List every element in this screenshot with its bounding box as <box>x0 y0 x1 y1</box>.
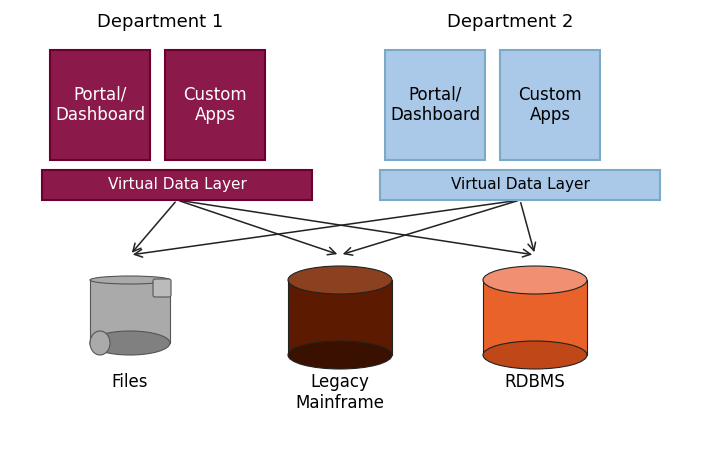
FancyBboxPatch shape <box>380 170 660 200</box>
FancyBboxPatch shape <box>153 279 171 297</box>
FancyBboxPatch shape <box>500 50 600 160</box>
Ellipse shape <box>90 331 170 355</box>
FancyBboxPatch shape <box>165 50 265 160</box>
Polygon shape <box>288 280 392 355</box>
Text: Custom
Apps: Custom Apps <box>183 86 247 125</box>
Ellipse shape <box>90 331 110 355</box>
Text: Portal/
Dashboard: Portal/ Dashboard <box>390 86 480 125</box>
FancyBboxPatch shape <box>50 50 150 160</box>
Ellipse shape <box>483 266 587 294</box>
FancyBboxPatch shape <box>385 50 485 160</box>
Text: Department 1: Department 1 <box>97 13 223 31</box>
Ellipse shape <box>288 266 392 294</box>
Text: Custom
Apps: Custom Apps <box>518 86 582 125</box>
FancyBboxPatch shape <box>42 170 312 200</box>
Text: Legacy
Mainframe: Legacy Mainframe <box>296 373 385 412</box>
Polygon shape <box>483 280 587 355</box>
Text: Files: Files <box>112 373 148 391</box>
Polygon shape <box>90 280 170 343</box>
Ellipse shape <box>288 341 392 369</box>
Text: Portal/
Dashboard: Portal/ Dashboard <box>55 86 145 125</box>
Ellipse shape <box>90 276 170 284</box>
Text: Department 2: Department 2 <box>446 13 574 31</box>
Text: Virtual Data Layer: Virtual Data Layer <box>451 178 590 193</box>
Text: Virtual Data Layer: Virtual Data Layer <box>107 178 246 193</box>
Ellipse shape <box>483 341 587 369</box>
Text: RDBMS: RDBMS <box>505 373 565 391</box>
